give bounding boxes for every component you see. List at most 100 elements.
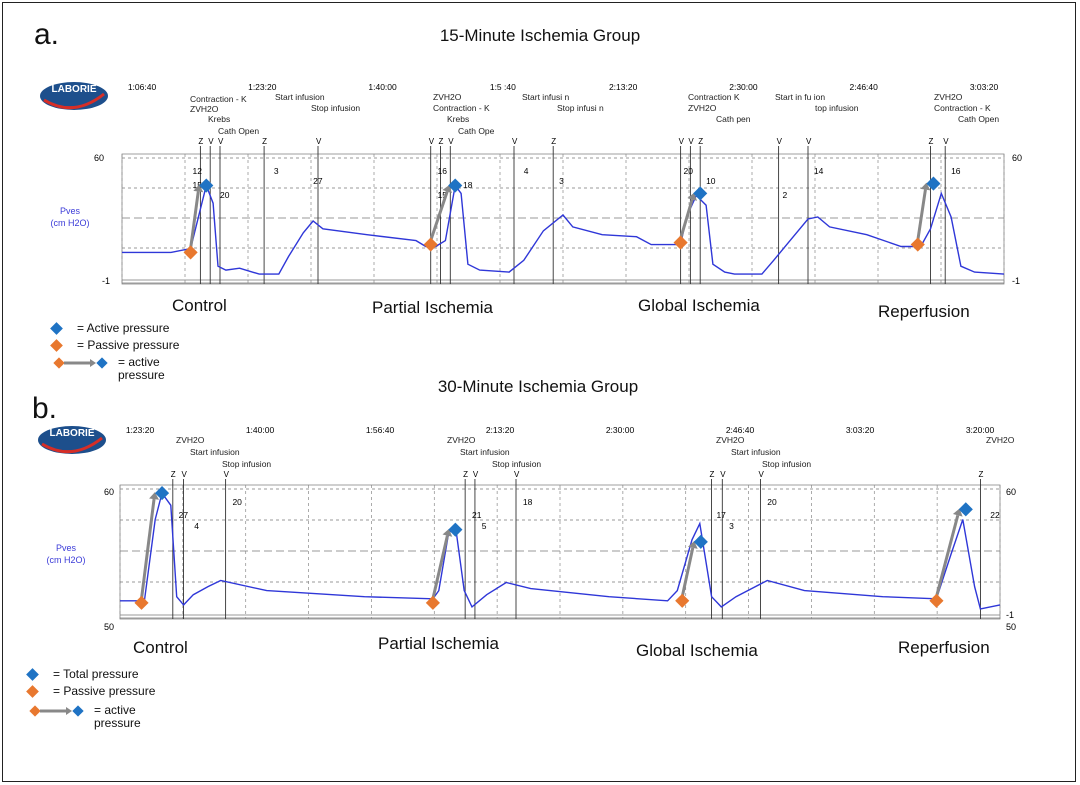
a-event-number: 16 <box>951 166 961 176</box>
annot-a-12: Stop infusi n <box>557 103 604 113</box>
annot-b-5: Start infusion <box>460 447 510 457</box>
annot-a-19: Contraction - K <box>934 103 991 113</box>
a-time-label: 1:5 :40 <box>490 82 516 92</box>
legend-a-arrow-text: = active pressure <box>118 356 165 382</box>
panel-b-condition-partial: Partial Ischemia <box>378 634 499 653</box>
panel-b-ylabel-2: (cm H2O) <box>47 555 86 565</box>
a-passive-marker <box>910 237 925 252</box>
legend-a-active-text: = Active pressure <box>77 321 170 335</box>
panel-b-logo: LABORIE <box>38 426 106 454</box>
b-active-arrow <box>140 498 156 600</box>
annot-a-2: ZVH2O <box>190 104 219 114</box>
b-event-tick: V <box>720 470 726 479</box>
panel-b-title: 30-Minute Ischemia Group <box>437 377 639 396</box>
b-passive-marker <box>134 595 149 610</box>
b-event-number: 18 <box>523 497 533 507</box>
panel-b-annotations: ZVH2O Start infusion Stop infusion ZVH2O… <box>176 435 1015 469</box>
panel-a-ylabel-1: Pves <box>60 206 81 216</box>
annot-a-16: Start in fu ion <box>775 92 825 102</box>
b-event-tick: V <box>182 470 188 479</box>
annot-a-4: Cath Open <box>218 126 259 136</box>
panel-a-chart: LABORIE Pves (cm H2O) 60 -1 60 -1 1:06:4… <box>40 82 1022 286</box>
legend-b-total-text: = Total pressure <box>53 667 139 681</box>
b-time-label: 1:56:40 <box>366 425 395 435</box>
annot-a-1: Contraction - K <box>190 94 247 104</box>
a-event-tick: V <box>218 137 224 146</box>
panel-b-ytick-bottom-right: -1 <box>1006 610 1014 620</box>
annot-b-6: Stop infusion <box>492 459 541 469</box>
panel-a-ytick-top-right: 60 <box>1012 153 1022 163</box>
a-event-tick: V <box>512 137 518 146</box>
b-event-number: 21 <box>472 510 482 520</box>
b-time-label: 2:13:20 <box>486 425 515 435</box>
panel-a-label: a. <box>34 18 60 51</box>
panel-a-numbers: 12 15 20 3 27 16 15 18 4 3 20 10 2 14 16 <box>193 166 961 200</box>
annot-a-8: Contraction - K <box>433 103 490 113</box>
active-diamond-icon <box>50 322 63 335</box>
panel-b-label: b. <box>32 392 58 425</box>
a-event-number: 3 <box>274 166 279 176</box>
a-event-number: 16 <box>438 166 448 176</box>
a-passive-marker <box>423 237 438 252</box>
b-event-tick: V <box>758 470 764 479</box>
panel-a-arrows <box>189 182 931 249</box>
panel-b-ytick-bottom-right-2: 50 <box>1006 622 1016 632</box>
b-event-number: 4 <box>194 521 199 531</box>
b-event-number: 5 <box>482 521 487 531</box>
a-time-label: 1:23:20 <box>248 82 277 92</box>
a-arrow-head <box>193 184 204 193</box>
b-active-arrow <box>680 547 695 598</box>
annot-b-10: ZVH2O <box>986 435 1015 445</box>
panel-b-arrows <box>140 492 963 600</box>
a-event-tick: V <box>316 137 322 146</box>
panel-a-condition-reperfusion: Reperfusion <box>878 302 970 321</box>
annot-b-3: Stop infusion <box>222 459 271 469</box>
panel-a-logo-text: LABORIE <box>52 84 97 95</box>
annot-a-14: ZVH2O <box>688 103 717 113</box>
b-time-label: 1:40:00 <box>246 425 275 435</box>
a-event-number: 3 <box>559 176 564 186</box>
a-event-tick: Z <box>698 137 703 146</box>
total-diamond-icon <box>26 668 39 681</box>
b-active-arrow <box>431 535 449 600</box>
annot-b-1: ZVH2O <box>176 435 205 445</box>
legend-b-passive-text: = Passive pressure <box>53 684 156 698</box>
b-passive-marker <box>675 593 690 608</box>
annot-b-2: Start infusion <box>190 447 240 457</box>
a-event-tick: V <box>688 137 694 146</box>
panel-a-logo: LABORIE <box>40 82 108 110</box>
b-time-label: 1:23:20 <box>126 425 155 435</box>
a-time-label: 2:46:40 <box>850 82 879 92</box>
a-time-label: 3:03:20 <box>970 82 999 92</box>
legend-a-arrow-line1: = active <box>118 355 160 369</box>
b-time-label: 3:03:20 <box>846 425 875 435</box>
b-event-tick: Z <box>978 470 983 479</box>
legend-b-arrow-text: = active pressure <box>94 704 141 730</box>
a-event-tick: V <box>208 137 214 146</box>
annot-a-7: ZVH2O <box>433 92 462 102</box>
a-event-number: 15 <box>438 190 448 200</box>
b-time-label: 2:30:00 <box>606 425 635 435</box>
panel-a-annotations: Contraction - K ZVH2O Krebs Cath Open St… <box>190 92 999 136</box>
b-event-number: 17 <box>716 510 726 520</box>
a-event-tick: Z <box>439 137 444 146</box>
legend-a-passive-text: = Passive pressure <box>77 338 180 352</box>
a-event-tick: V <box>429 137 435 146</box>
panel-a-ytick-bottom-right: -1 <box>1012 276 1020 286</box>
a-active-arrow <box>916 189 927 241</box>
a-event-number: 4 <box>524 166 529 176</box>
a-event-number: 18 <box>463 180 473 190</box>
panel-a-condition-partial: Partial Ischemia <box>372 298 493 317</box>
a-passive-marker <box>673 235 688 250</box>
panel-a-time-labels: 1:06:40 1:23:20 1:40:00 1:5 :40 2:13:20 2:30:… <box>128 82 999 92</box>
b-event-tick: Z <box>463 470 468 479</box>
panel-b-time-labels: 1:23:20 1:40:00 1:56:40 2:13:20 2:30:00 2:46:… <box>126 425 995 435</box>
a-event-tick: Z <box>929 137 934 146</box>
b-arrow-head <box>687 541 698 549</box>
panel-b-numbers: 27 4 20 215 18 173 20 22 <box>179 497 1000 531</box>
b-arrow-head <box>149 492 160 500</box>
a-event-tick: V <box>448 137 454 146</box>
b-event-tick: Z <box>171 470 176 479</box>
annot-a-3: Krebs <box>208 114 230 124</box>
annot-a-5: Start infusion <box>275 92 325 102</box>
